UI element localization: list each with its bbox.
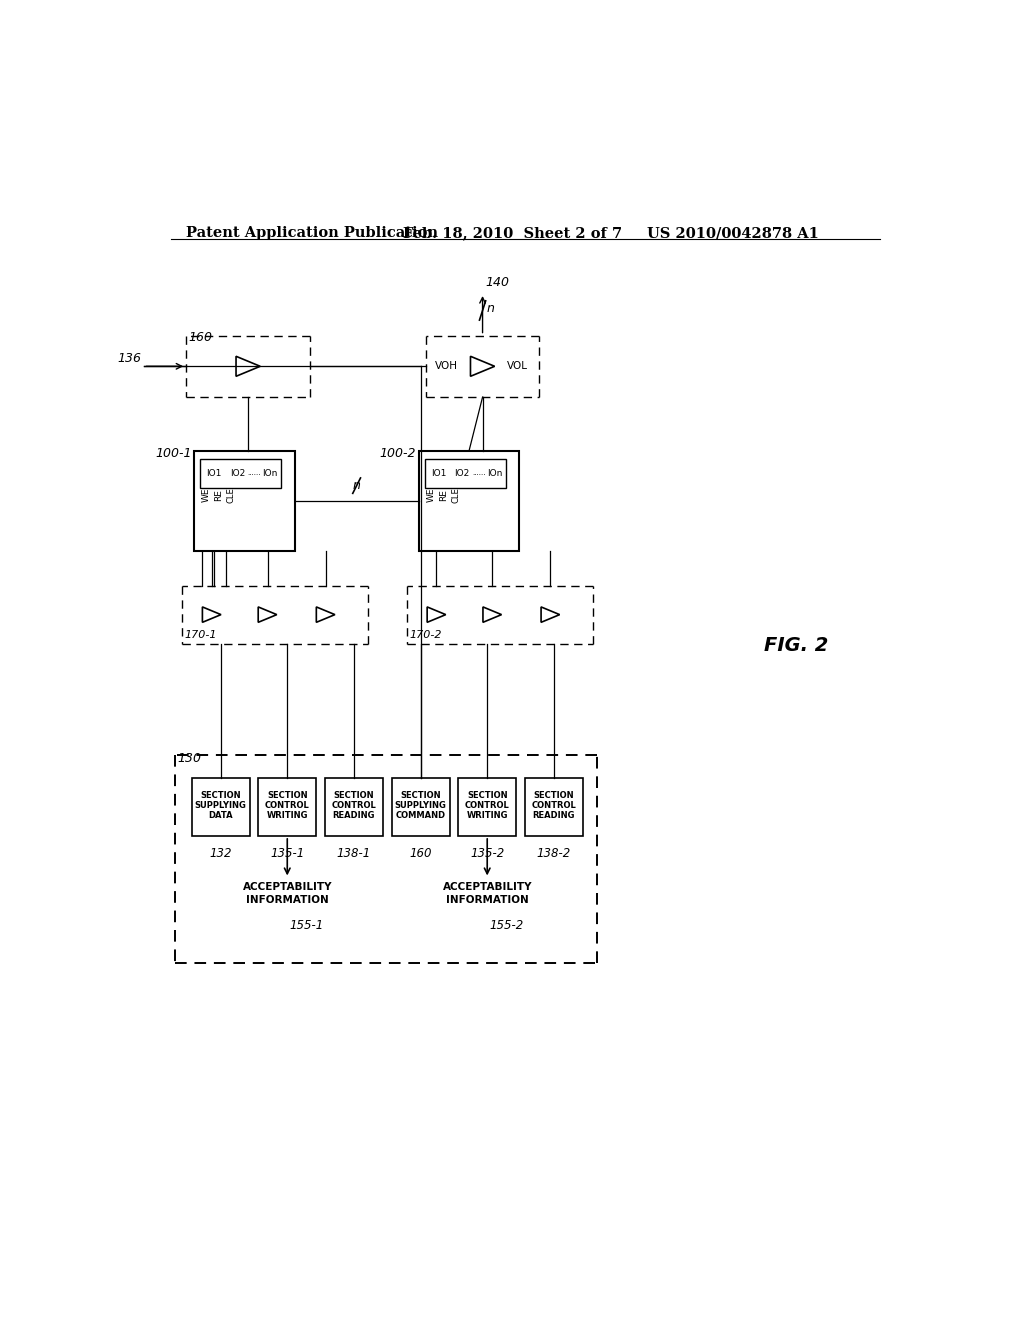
Text: SECTION: SECTION <box>400 791 441 800</box>
Text: READING: READING <box>532 810 575 820</box>
Text: 130: 130 <box>177 752 202 766</box>
Bar <box>258 779 316 836</box>
Polygon shape <box>316 607 335 622</box>
Text: SECTION: SECTION <box>267 791 307 800</box>
Text: 136: 136 <box>117 351 141 364</box>
Text: IOn: IOn <box>262 469 278 478</box>
Text: ......: ...... <box>472 470 485 477</box>
Text: IO2: IO2 <box>455 469 470 478</box>
Bar <box>425 459 506 488</box>
Text: SECTION: SECTION <box>201 791 241 800</box>
Text: WE: WE <box>202 487 211 502</box>
Text: SUPPLYING: SUPPLYING <box>195 801 247 810</box>
Text: 140: 140 <box>485 276 510 289</box>
Text: IO1: IO1 <box>207 469 222 478</box>
Text: 170-1: 170-1 <box>184 631 217 640</box>
Text: 100-1: 100-1 <box>155 447 191 461</box>
Text: VOH: VOH <box>435 362 458 371</box>
Text: DATA: DATA <box>208 810 232 820</box>
Text: WRITING: WRITING <box>266 810 308 820</box>
Polygon shape <box>470 356 495 376</box>
Text: 160: 160 <box>410 847 432 859</box>
Polygon shape <box>203 607 221 622</box>
Text: 132: 132 <box>209 847 231 859</box>
Bar <box>191 779 250 836</box>
Text: 135-1: 135-1 <box>270 847 304 859</box>
Text: US 2010/0042878 A1: US 2010/0042878 A1 <box>647 226 819 240</box>
Text: SECTION: SECTION <box>534 791 574 800</box>
Text: IO1: IO1 <box>431 469 446 478</box>
Bar <box>391 779 450 836</box>
Text: CLE: CLE <box>452 487 460 503</box>
Text: CLE: CLE <box>226 487 236 503</box>
Text: SECTION: SECTION <box>334 791 374 800</box>
Text: SUPPLYING: SUPPLYING <box>394 801 446 810</box>
Polygon shape <box>483 607 502 622</box>
Text: n: n <box>486 302 495 315</box>
Text: 138-2: 138-2 <box>537 847 571 859</box>
Text: RE: RE <box>438 488 447 500</box>
Text: n: n <box>352 479 360 492</box>
Text: CONTROL: CONTROL <box>332 801 376 810</box>
Polygon shape <box>258 607 276 622</box>
Text: SECTION: SECTION <box>467 791 508 800</box>
Text: Feb. 18, 2010  Sheet 2 of 7: Feb. 18, 2010 Sheet 2 of 7 <box>403 226 623 240</box>
Text: 100-2: 100-2 <box>380 447 417 461</box>
Text: COMMAND: COMMAND <box>395 810 445 820</box>
Text: Patent Application Publication: Patent Application Publication <box>186 226 438 240</box>
Bar <box>524 779 583 836</box>
Text: CONTROL: CONTROL <box>531 801 577 810</box>
Text: FIG. 2: FIG. 2 <box>764 636 827 655</box>
Text: ACCEPTABILITY
INFORMATION: ACCEPTABILITY INFORMATION <box>243 882 332 904</box>
Text: 138-1: 138-1 <box>337 847 371 859</box>
Text: WE: WE <box>426 487 435 502</box>
Text: 135-2: 135-2 <box>470 847 505 859</box>
Polygon shape <box>237 356 260 376</box>
Text: RE: RE <box>214 488 223 500</box>
Text: ACCEPTABILITY
INFORMATION: ACCEPTABILITY INFORMATION <box>442 882 531 904</box>
Bar <box>458 779 516 836</box>
Text: 170-2: 170-2 <box>410 631 441 640</box>
Bar <box>200 459 282 488</box>
Text: 160: 160 <box>188 331 212 345</box>
Bar <box>325 779 383 836</box>
Text: 155-2: 155-2 <box>489 919 524 932</box>
Polygon shape <box>427 607 445 622</box>
Bar <box>194 451 295 552</box>
Text: 155-1: 155-1 <box>290 919 324 932</box>
Text: READING: READING <box>333 810 375 820</box>
Text: VOL: VOL <box>507 362 528 371</box>
Text: IO2: IO2 <box>229 469 245 478</box>
Polygon shape <box>541 607 560 622</box>
Text: CONTROL: CONTROL <box>465 801 510 810</box>
Text: WRITING: WRITING <box>467 810 508 820</box>
Text: IOn: IOn <box>486 469 502 478</box>
Text: CONTROL: CONTROL <box>265 801 309 810</box>
Bar <box>419 451 519 552</box>
Text: ......: ...... <box>248 470 261 477</box>
